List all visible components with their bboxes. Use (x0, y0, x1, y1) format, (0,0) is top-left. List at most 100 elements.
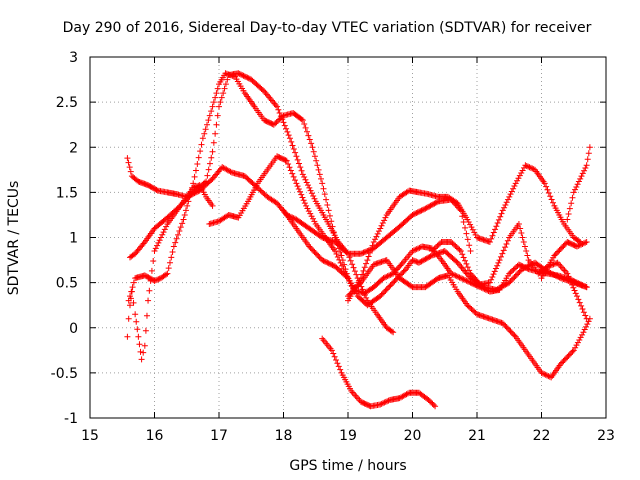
data-point (511, 274, 518, 281)
data-point (290, 215, 297, 222)
data-point (130, 279, 137, 286)
data-point (565, 352, 572, 359)
data-point (586, 144, 593, 151)
data-point (329, 262, 336, 269)
data-point (427, 253, 434, 260)
data-point (449, 271, 456, 278)
data-point (302, 124, 309, 131)
data-point (580, 240, 587, 247)
data-point (143, 312, 150, 319)
data-point (561, 241, 568, 248)
data-point (184, 202, 191, 209)
data-point (259, 87, 266, 94)
data-point (305, 182, 312, 189)
data-point (449, 240, 456, 247)
data-point (503, 240, 510, 247)
data-point (201, 130, 208, 137)
data-point (434, 242, 441, 249)
data-point (468, 306, 475, 313)
data-point (511, 183, 518, 190)
data-point (408, 283, 415, 290)
data-point (302, 176, 309, 183)
x-tick-label: 22 (533, 428, 551, 444)
data-point (489, 232, 496, 239)
data-point (431, 245, 438, 252)
data-point (459, 275, 466, 282)
data-point (510, 266, 517, 273)
data-point (293, 180, 300, 187)
data-point (290, 173, 297, 180)
data-point (333, 238, 340, 245)
data-point (206, 160, 213, 167)
data-point (212, 94, 219, 101)
data-point (245, 75, 252, 82)
data-point (208, 154, 215, 161)
data-point (539, 370, 546, 377)
data-point (541, 180, 548, 187)
data-point (417, 208, 424, 215)
data-point (212, 130, 219, 137)
data-point (383, 273, 390, 280)
data-point (320, 185, 327, 192)
data-point (295, 185, 302, 192)
data-point (546, 269, 553, 276)
data-point (508, 188, 515, 195)
data-point (205, 117, 212, 124)
data-point (453, 258, 460, 265)
data-point (210, 139, 217, 146)
data-point (576, 336, 583, 343)
data-point (497, 213, 504, 220)
x-tick-label: 21 (468, 428, 486, 444)
data-point (311, 248, 318, 255)
data-point (191, 173, 198, 180)
data-point (308, 140, 315, 147)
data-point (301, 200, 308, 207)
data-point (230, 73, 237, 80)
data-point (348, 289, 355, 296)
data-point (499, 320, 506, 327)
data-point (332, 248, 339, 255)
data-point (280, 119, 287, 126)
data-point (298, 191, 305, 198)
data-point (377, 401, 384, 408)
data-point (350, 264, 357, 271)
data-point (419, 206, 426, 213)
data-point (154, 276, 161, 283)
data-point (499, 250, 506, 257)
data-point (159, 231, 166, 238)
data-point (299, 171, 306, 178)
data-point (493, 286, 500, 293)
data-point (161, 226, 168, 233)
data-point (170, 243, 177, 250)
series-11 (564, 144, 593, 223)
data-point (307, 187, 314, 194)
data-point (361, 249, 368, 256)
chart-title: Day 290 of 2016, Sidereal Day-to-day VTE… (63, 20, 592, 36)
data-point (493, 223, 500, 230)
data-point (546, 373, 553, 380)
data-point (460, 219, 467, 226)
data-point (379, 220, 386, 227)
data-point (582, 312, 589, 319)
data-point (521, 243, 528, 250)
data-point (205, 166, 212, 173)
data-point (370, 239, 377, 246)
data-point (307, 244, 314, 251)
data-point (209, 103, 216, 110)
data-point (574, 339, 581, 346)
data-point (324, 259, 331, 266)
data-point (422, 256, 429, 263)
data-point (277, 115, 284, 122)
data-point (430, 402, 437, 409)
data-point (343, 273, 350, 280)
data-point (309, 215, 316, 222)
data-point (580, 309, 587, 316)
data-point (466, 278, 473, 285)
data-point (181, 211, 188, 218)
data-point (288, 138, 295, 145)
data-point (566, 276, 573, 283)
data-point (519, 266, 526, 273)
data-point (378, 222, 385, 229)
data-point (476, 280, 483, 287)
data-point (506, 279, 513, 286)
